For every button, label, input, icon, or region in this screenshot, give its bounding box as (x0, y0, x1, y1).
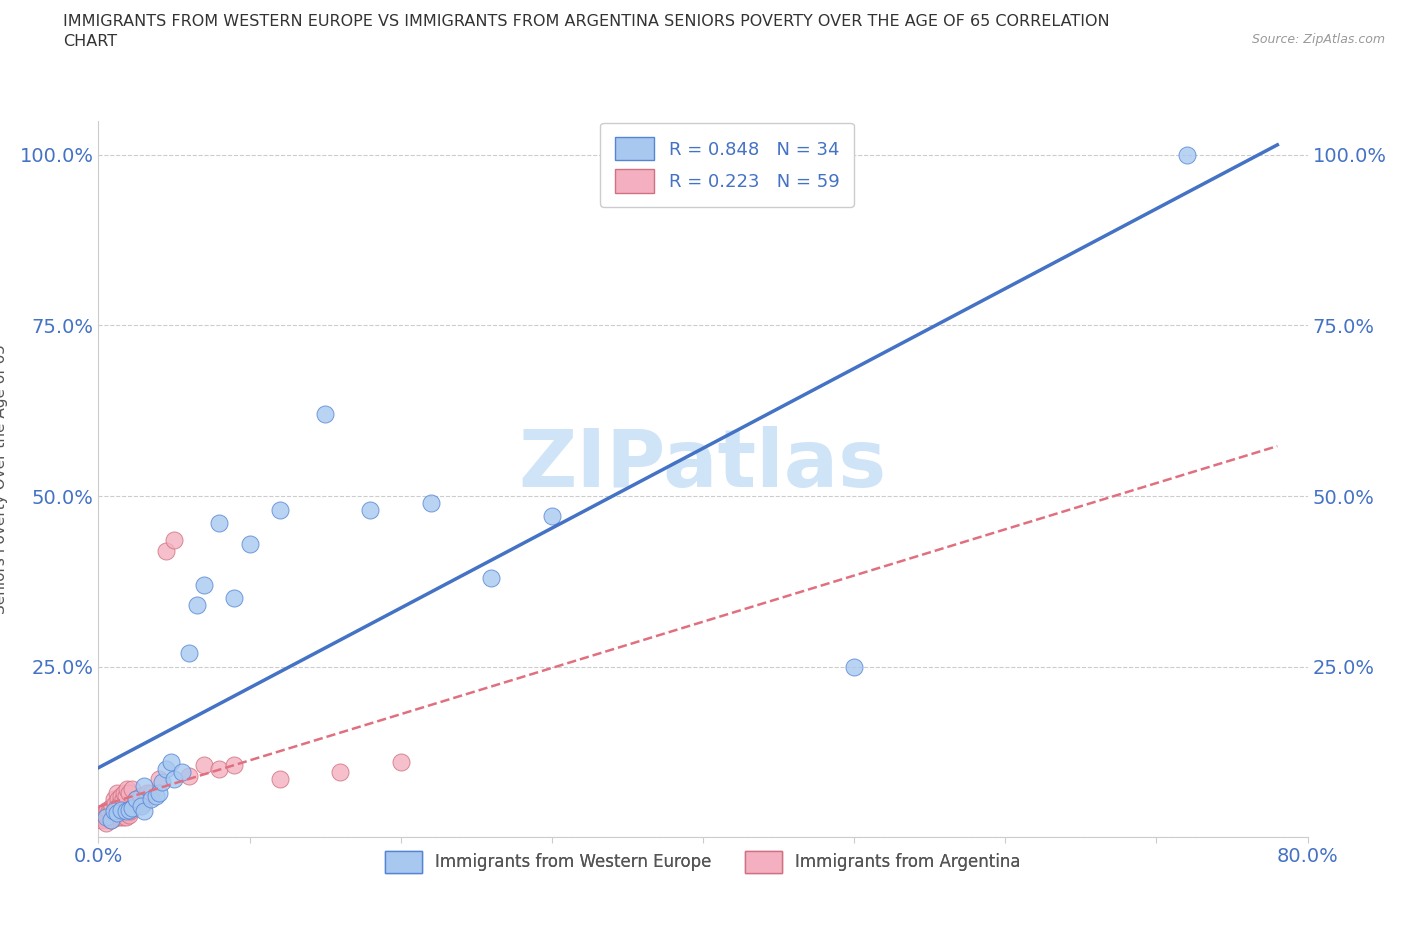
Point (107, 805, 129, 820)
Point (163, 772, 186, 787)
Point (103, 805, 125, 820)
Point (114, 804, 136, 818)
Legend: Immigrants from Western Europe, Immigrants from Argentina: Immigrants from Western Europe, Immigran… (373, 838, 1033, 886)
Point (360, 502, 382, 517)
Point (193, 758, 215, 773)
Point (108, 795, 131, 810)
Point (128, 797, 150, 812)
Point (110, 789, 132, 804)
Point (148, 785, 170, 800)
Point (103, 804, 125, 818)
Point (111, 792, 134, 807)
Point (132, 804, 155, 818)
Point (389, 754, 412, 769)
Point (148, 772, 170, 787)
Point (115, 782, 138, 797)
Text: IMMIGRANTS FROM WESTERN EUROPE VS IMMIGRANTS FROM ARGENTINA SENIORS POVERTY OVER: IMMIGRANTS FROM WESTERN EUROPE VS IMMIGR… (63, 14, 1109, 48)
Point (155, 762, 177, 777)
Point (98, 804, 121, 818)
Point (100, 801, 122, 816)
Point (132, 778, 155, 793)
Point (115, 805, 138, 820)
Point (105, 799, 128, 814)
Point (120, 804, 142, 818)
Point (91, 809, 114, 824)
Point (94, 813, 117, 828)
Point (193, 578, 215, 592)
Point (101, 799, 124, 814)
Point (135, 785, 157, 800)
Point (118, 808, 141, 823)
Point (100, 813, 122, 828)
Point (141, 785, 163, 800)
Point (540, 509, 562, 524)
Point (208, 516, 231, 531)
Point (112, 785, 135, 800)
Point (114, 789, 136, 804)
Point (118, 803, 141, 817)
Point (121, 801, 143, 816)
Point (132, 795, 155, 810)
Point (94, 816, 117, 830)
Point (94, 804, 117, 818)
Point (114, 809, 136, 824)
Point (112, 805, 135, 820)
Point (100, 813, 122, 828)
Point (314, 406, 336, 421)
Point (150, 775, 173, 790)
Point (101, 809, 124, 824)
Point (269, 772, 291, 787)
Point (179, 768, 201, 783)
Point (1175, 148, 1198, 163)
Point (104, 797, 127, 812)
Point (186, 598, 208, 613)
Point (160, 754, 183, 769)
Point (129, 799, 152, 814)
Point (110, 803, 132, 817)
Point (129, 789, 152, 804)
Point (107, 792, 129, 807)
Point (481, 570, 503, 585)
Point (108, 809, 131, 824)
Point (124, 799, 146, 814)
Point (96, 803, 118, 817)
Point (155, 543, 177, 558)
Point (208, 762, 231, 777)
Point (105, 785, 128, 800)
Point (329, 764, 352, 779)
Point (98, 810, 121, 825)
Point (105, 805, 128, 820)
Text: ZIPatlas: ZIPatlas (519, 426, 887, 504)
Point (125, 792, 148, 807)
Text: Source: ZipAtlas.com: Source: ZipAtlas.com (1251, 33, 1385, 46)
Point (105, 809, 128, 824)
Point (90, 813, 112, 828)
Y-axis label: Seniors Poverty Over the Age of 65: Seniors Poverty Over the Age of 65 (0, 344, 8, 614)
Point (93, 810, 115, 825)
Point (103, 810, 125, 825)
Point (104, 808, 127, 823)
Point (111, 809, 134, 824)
Point (110, 808, 132, 823)
Point (224, 591, 246, 605)
Point (93, 805, 115, 820)
Point (118, 785, 141, 800)
Point (179, 645, 201, 660)
Point (170, 764, 193, 779)
Point (121, 782, 143, 797)
Point (96, 808, 118, 823)
Point (224, 758, 246, 773)
Point (420, 496, 443, 511)
Point (844, 659, 866, 674)
Point (103, 792, 125, 807)
Point (125, 792, 148, 807)
Point (141, 792, 163, 807)
Point (163, 533, 186, 548)
Point (145, 789, 167, 804)
Point (239, 537, 262, 551)
Point (94, 809, 117, 824)
Point (121, 801, 143, 816)
Point (269, 502, 291, 517)
